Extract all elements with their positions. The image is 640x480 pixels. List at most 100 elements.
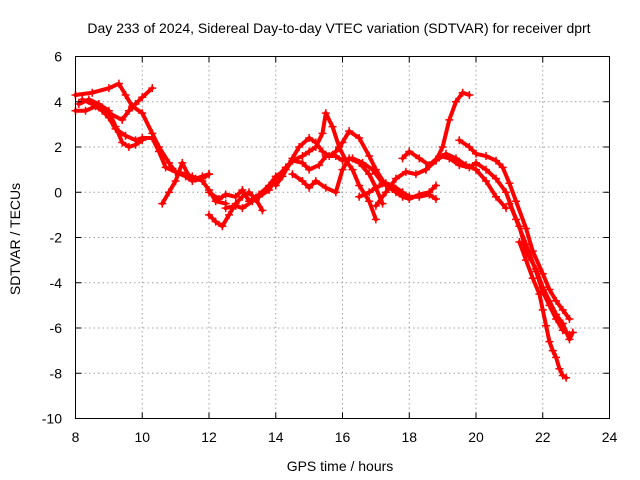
data-point <box>371 183 380 192</box>
data-point <box>305 147 314 156</box>
data-point <box>538 283 547 292</box>
data-point <box>465 90 474 99</box>
data-point <box>522 224 531 233</box>
data-point <box>542 321 551 330</box>
y-axis-label: SDTVAR / TECUs <box>7 183 23 295</box>
data-point <box>198 172 207 181</box>
data-point <box>528 274 537 283</box>
data-point <box>472 165 480 174</box>
data-point <box>184 172 193 181</box>
data-point <box>84 95 93 104</box>
x-tick-label: 16 <box>335 429 351 445</box>
x-axis-label: GPS time / hours <box>287 458 394 474</box>
series-line <box>357 181 438 202</box>
data-point <box>431 156 440 165</box>
data-point <box>221 190 230 199</box>
data-point <box>515 238 524 247</box>
x-tick-label: 14 <box>268 429 284 445</box>
data-point <box>502 204 511 213</box>
series-track <box>421 149 511 213</box>
data-point <box>558 305 567 314</box>
data-point <box>535 290 544 299</box>
data-point <box>138 93 147 102</box>
data-point <box>451 97 460 106</box>
data-point <box>325 152 334 161</box>
data-point <box>532 265 541 274</box>
data-point <box>552 353 561 362</box>
data-point <box>345 127 354 136</box>
data-point <box>311 176 320 185</box>
data-point <box>318 147 327 156</box>
data-point <box>365 170 374 179</box>
data-point <box>305 183 314 192</box>
series-line <box>290 156 385 206</box>
data-point <box>305 165 314 174</box>
data-point <box>398 188 407 197</box>
data-point <box>381 179 390 188</box>
data-point <box>255 192 264 201</box>
data-point <box>221 204 230 213</box>
data-point <box>315 161 324 170</box>
data-point <box>215 195 224 204</box>
data-point <box>461 161 470 170</box>
data-point <box>298 152 307 161</box>
data-point <box>311 138 320 147</box>
data-point <box>482 152 491 161</box>
data-point <box>371 215 380 224</box>
data-point <box>545 296 554 305</box>
x-tick-label: 10 <box>134 429 150 445</box>
series-track <box>455 136 574 323</box>
data-point <box>438 143 447 151</box>
data-point <box>415 154 424 163</box>
data-point <box>405 147 414 156</box>
data-point <box>111 122 120 131</box>
data-point <box>498 163 507 172</box>
data-point <box>124 143 133 151</box>
data-point <box>288 154 297 163</box>
data-point <box>258 206 267 215</box>
data-point <box>545 285 554 294</box>
data-point <box>118 115 127 124</box>
data-point <box>328 122 337 131</box>
data-point <box>138 109 147 118</box>
data-point <box>515 222 524 231</box>
data-point <box>405 192 414 201</box>
data-point <box>148 84 157 93</box>
data-point <box>121 90 130 99</box>
data-point <box>278 172 287 181</box>
data-point <box>104 106 113 115</box>
data-point <box>482 165 491 174</box>
series-track <box>271 127 440 204</box>
data-point <box>238 185 247 194</box>
series-line <box>273 129 438 202</box>
data-point <box>371 165 380 174</box>
data-point <box>295 143 304 151</box>
data-point <box>401 167 410 176</box>
data-point <box>331 147 340 156</box>
data-point <box>104 84 113 93</box>
series-track <box>158 158 213 208</box>
data-point <box>265 185 274 194</box>
data-point <box>231 192 240 201</box>
y-tick-label: -4 <box>50 275 63 291</box>
data-point <box>505 179 514 188</box>
data-point <box>558 319 567 328</box>
chart-title: Day 233 of 2024, Sidereal Day-to-day VTE… <box>87 20 590 36</box>
data-point <box>502 188 511 197</box>
data-point <box>248 197 257 206</box>
data-point <box>371 201 380 210</box>
data-point <box>161 163 170 172</box>
series-track <box>71 79 230 208</box>
series-line <box>373 90 472 208</box>
data-point <box>472 149 480 158</box>
data-point <box>538 269 547 278</box>
y-tick-label: 4 <box>54 94 62 110</box>
data-point <box>565 335 574 344</box>
data-point <box>205 210 213 219</box>
data-point <box>338 156 347 165</box>
data-point <box>211 217 220 226</box>
data-point <box>298 158 307 167</box>
data-series <box>71 79 577 382</box>
